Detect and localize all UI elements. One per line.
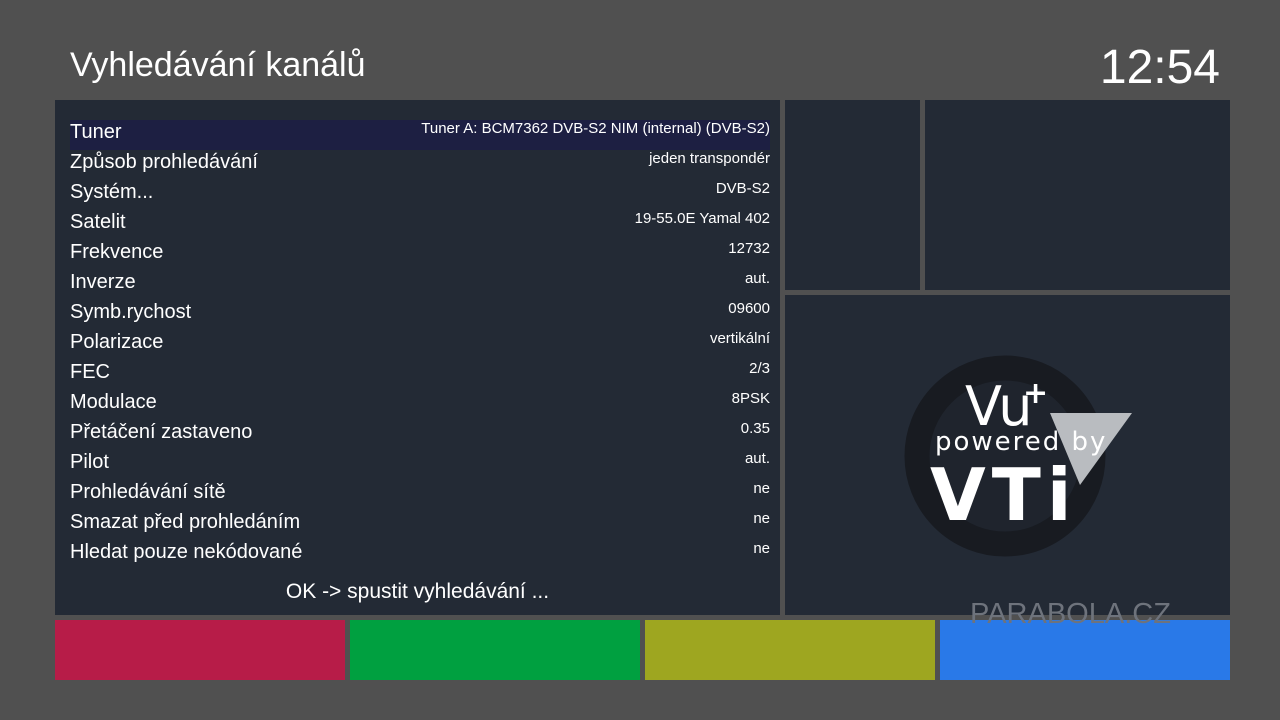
row-label: Prohledávání sítě [70,481,226,503]
row-label: Systém... [70,181,154,203]
row-label: Inverze [70,271,136,293]
settings-row[interactable]: Systém... DVB-S2 [70,180,770,210]
row-value: 8PSK [731,390,770,407]
settings-row[interactable]: Symb.rychost 09600 [70,300,770,330]
settings-row[interactable]: Inverze aut. [70,270,770,300]
logo: Vu + powered by VTi [904,355,1132,557]
row-label: Frekvence [70,241,164,263]
row-value: DVB-S2 [715,180,770,197]
row-value: 12732 [728,240,770,257]
row-label: Modulace [70,391,157,413]
settings-row[interactable]: Hledat pouze nekódované ne [70,540,770,570]
row-value: ne [753,510,770,527]
red-button[interactable] [55,620,345,680]
hint: OK -> spustit vyhledávání ... [285,580,550,603]
logo-brand: Vu [965,375,1033,438]
row-value: ne [753,480,770,497]
row-label: Smazat před prohledáním [70,511,301,533]
settings-row[interactable]: Frekvence 12732 [70,240,770,270]
settings-panel [55,100,780,615]
preview-panel [785,100,920,290]
row-value: 2/3 [749,360,770,377]
logo-tagline: powered by [935,427,1107,457]
row-value: vertikální [709,330,770,347]
settings-row[interactable]: Tuner Tuner A: BCM7362 DVB-S2 NIM (intern… [70,120,770,150]
settings-row[interactable]: FEC 2/3 [70,360,770,390]
row-value: aut. [744,270,770,287]
settings-row[interactable]: Způsob prohledávání jeden transpondér [70,150,770,180]
row-label: Symb.rychost [70,301,192,323]
settings-row[interactable]: Modulace 8PSK [70,390,770,420]
row-label: Tuner [70,121,122,143]
row-label: FEC [70,361,110,383]
row-value: 0.35 [740,420,770,437]
row-value: jeden transpondér [649,150,770,167]
row-value: Tuner A: BCM7362 DVB-S2 NIM (internal) (… [421,120,770,137]
row-label: Přetáčení zastaveno [70,421,253,443]
green-button[interactable] [350,620,640,680]
logo-triangle [1050,413,1132,485]
settings-row[interactable]: Přetáčení zastaveno 0.35 [70,420,770,450]
row-value: 19-55.0E Yamal 402 [634,210,770,227]
settings-row[interactable]: Prohledávání sítě ne [70,480,770,510]
watermark: PARABOLA.CZ [970,598,1171,630]
row-label: Satelit [70,211,126,233]
row-label: Hledat pouze nekódované [70,541,303,563]
yellow-button[interactable] [645,620,935,680]
row-value: aut. [744,450,770,467]
info-panel [925,100,1230,290]
settings-row[interactable]: Satelit 19-55.0E Yamal 402 [70,210,770,240]
row-label: Polarizace [70,331,164,353]
settings-row[interactable]: Polarizace vertikální [70,330,770,360]
row-value: 09600 [728,300,770,317]
logo-name: VTi [930,453,1078,537]
logo-sup: + [1023,376,1048,411]
row-label: Způsob prohledávání [70,151,258,173]
settings-row[interactable]: Pilot aut. [70,450,770,480]
blue-button[interactable] [940,620,1230,680]
row-label: Pilot [70,451,109,473]
settings-row[interactable]: Smazat před prohledáním ne [70,510,770,540]
clock: 12:54 [1099,41,1220,94]
row-value: ne [753,540,770,557]
screen-title: Vyhledávání kanálů [70,46,366,84]
